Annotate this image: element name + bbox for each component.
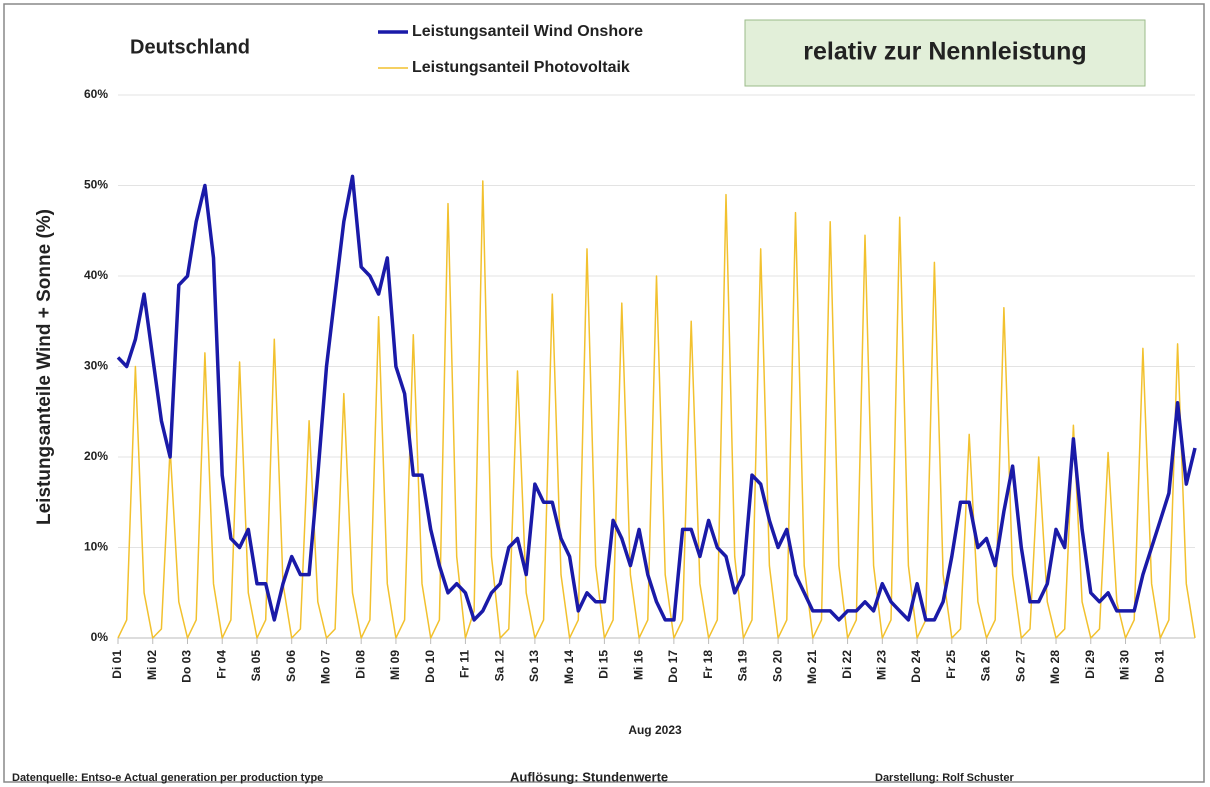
x-tick-label: Di 08 bbox=[353, 650, 367, 679]
resolution-note: Auflösung: Stundenwerte bbox=[510, 769, 668, 784]
x-tick-label: Sa 26 bbox=[979, 650, 993, 682]
legend-label: Leistungsanteil Photovoltaik bbox=[412, 59, 630, 76]
y-tick-label: 50% bbox=[84, 178, 108, 192]
annotation: relativ zur Nennleistung bbox=[803, 38, 1086, 66]
x-tick-label: Mo 21 bbox=[805, 650, 819, 684]
x-tick-label: Mi 02 bbox=[145, 650, 159, 680]
x-tick-label: Do 17 bbox=[666, 650, 680, 683]
x-tick-label: Sa 12 bbox=[492, 650, 506, 682]
x-tick-label: So 20 bbox=[770, 650, 784, 682]
x-axis-title: Aug 2023 bbox=[628, 723, 682, 737]
x-tick-label: So 06 bbox=[284, 650, 298, 682]
x-tick-label: Di 01 bbox=[110, 650, 124, 679]
annotation-box bbox=[744, 19, 1146, 87]
x-tick-label: Mo 28 bbox=[1048, 650, 1062, 684]
x-tick-label: Fr 04 bbox=[214, 650, 228, 679]
y-tick-label: 10% bbox=[84, 540, 108, 554]
x-tick-label: Fr 25 bbox=[944, 650, 958, 679]
y-tick-label: 0% bbox=[91, 630, 109, 644]
x-tick-label: Sa 05 bbox=[249, 650, 263, 682]
series-line bbox=[117, 180, 1196, 639]
y-tick-label: 20% bbox=[84, 449, 108, 463]
x-tick-label: Do 31 bbox=[1152, 650, 1166, 683]
x-tick-label: Di 29 bbox=[1083, 650, 1097, 679]
y-axis-title: Leistungsanteile Wind + Sonne (%) bbox=[34, 209, 55, 525]
x-tick-label: Fr 18 bbox=[701, 650, 715, 679]
x-tick-label: Di 15 bbox=[597, 650, 611, 679]
chart-title: Deutschland bbox=[130, 36, 250, 58]
x-tick-label: Mi 16 bbox=[631, 650, 645, 680]
x-tick-label: Mi 23 bbox=[874, 650, 888, 680]
x-tick-label: Mo 14 bbox=[562, 650, 576, 684]
y-tick-label: 60% bbox=[84, 87, 108, 101]
y-tick-label: 40% bbox=[84, 268, 108, 282]
x-tick-label: So 27 bbox=[1013, 650, 1027, 682]
x-tick-label: Sa 19 bbox=[736, 650, 750, 682]
x-tick-label: Fr 11 bbox=[458, 650, 472, 678]
x-tick-label: Do 03 bbox=[180, 650, 194, 683]
x-tick-label: Do 24 bbox=[909, 650, 923, 683]
y-tick-label: 30% bbox=[84, 359, 108, 373]
author-note: Darstellung: Rolf Schuster bbox=[875, 772, 1014, 784]
source-note: Datenquelle: Entso-e Actual generation p… bbox=[12, 772, 323, 784]
x-tick-label: Do 10 bbox=[423, 650, 437, 683]
x-tick-label: Mo 07 bbox=[319, 650, 333, 684]
series-line bbox=[116, 174, 1197, 622]
x-tick-label: Mi 09 bbox=[388, 650, 402, 680]
x-tick-label: Mi 30 bbox=[1118, 650, 1132, 680]
x-tick-label: Di 22 bbox=[840, 650, 854, 679]
x-tick-label: So 13 bbox=[527, 650, 541, 682]
legend-label: Leistungsanteil Wind Onshore bbox=[412, 23, 643, 40]
